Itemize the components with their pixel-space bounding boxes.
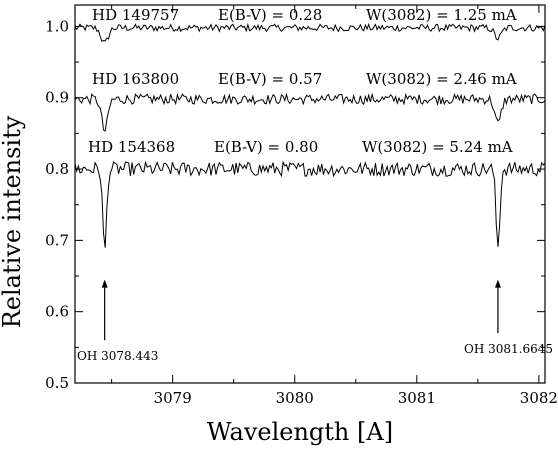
- series-ew-label: W(3082) = 1.25 mA: [366, 6, 517, 24]
- series-ebv-label: E(B-V) = 0.57: [218, 70, 322, 88]
- x-tick-label: 3081: [398, 389, 436, 407]
- y-tick-label: 0.6: [45, 303, 69, 321]
- tick-group: 3079 3080 3081 3082 0.5 0.6 0.7 0.8 0.9 1.0: [45, 5, 558, 407]
- plot-axes: [74, 4, 546, 384]
- series-name-label: HD 163800: [92, 70, 179, 88]
- plot-frame: [74, 4, 546, 384]
- y-axis-title: Relative intensity: [0, 115, 26, 328]
- x-tick-label: 3079: [154, 389, 192, 407]
- annotation-arrow-head: [494, 279, 501, 288]
- series-ebv-label: E(B-V) = 0.28: [218, 6, 322, 24]
- series-layer: [74, 22, 546, 248]
- spectrum-line-0: [74, 22, 546, 42]
- series-labels-layer: HD 149757 E(B-V) = 0.28 W(3082) = 1.25 mA H…: [88, 6, 517, 156]
- x-axis-title: Wavelength [A]: [207, 418, 393, 446]
- annotation-label: OH 3081.6645: [464, 342, 553, 356]
- annotation-label: OH 3078.443: [77, 349, 158, 363]
- spectrum-line-1: [74, 92, 546, 132]
- y-tick-label: 0.7: [45, 231, 69, 249]
- annotation-layer: OH 3078.443 OH 3081.6645: [77, 279, 553, 363]
- spectrum-line-2: [74, 160, 546, 248]
- series-ew-label: W(3082) = 5.24 mA: [362, 138, 513, 156]
- series-name-label: HD 154368: [88, 138, 175, 156]
- y-tick-label: 1.0: [45, 17, 69, 35]
- series-name-label: HD 149757: [92, 6, 179, 24]
- y-tick-label: 0.5: [45, 374, 69, 392]
- x-tick-label: 3082: [520, 389, 558, 407]
- y-tick-label: 0.9: [45, 89, 69, 107]
- annotation-arrow-head: [101, 279, 108, 288]
- series-ebv-label: E(B-V) = 0.80: [214, 138, 318, 156]
- series-ew-label: W(3082) = 2.46 mA: [366, 70, 517, 88]
- x-tick-label: 3080: [276, 389, 314, 407]
- y-tick-label: 0.8: [45, 160, 69, 178]
